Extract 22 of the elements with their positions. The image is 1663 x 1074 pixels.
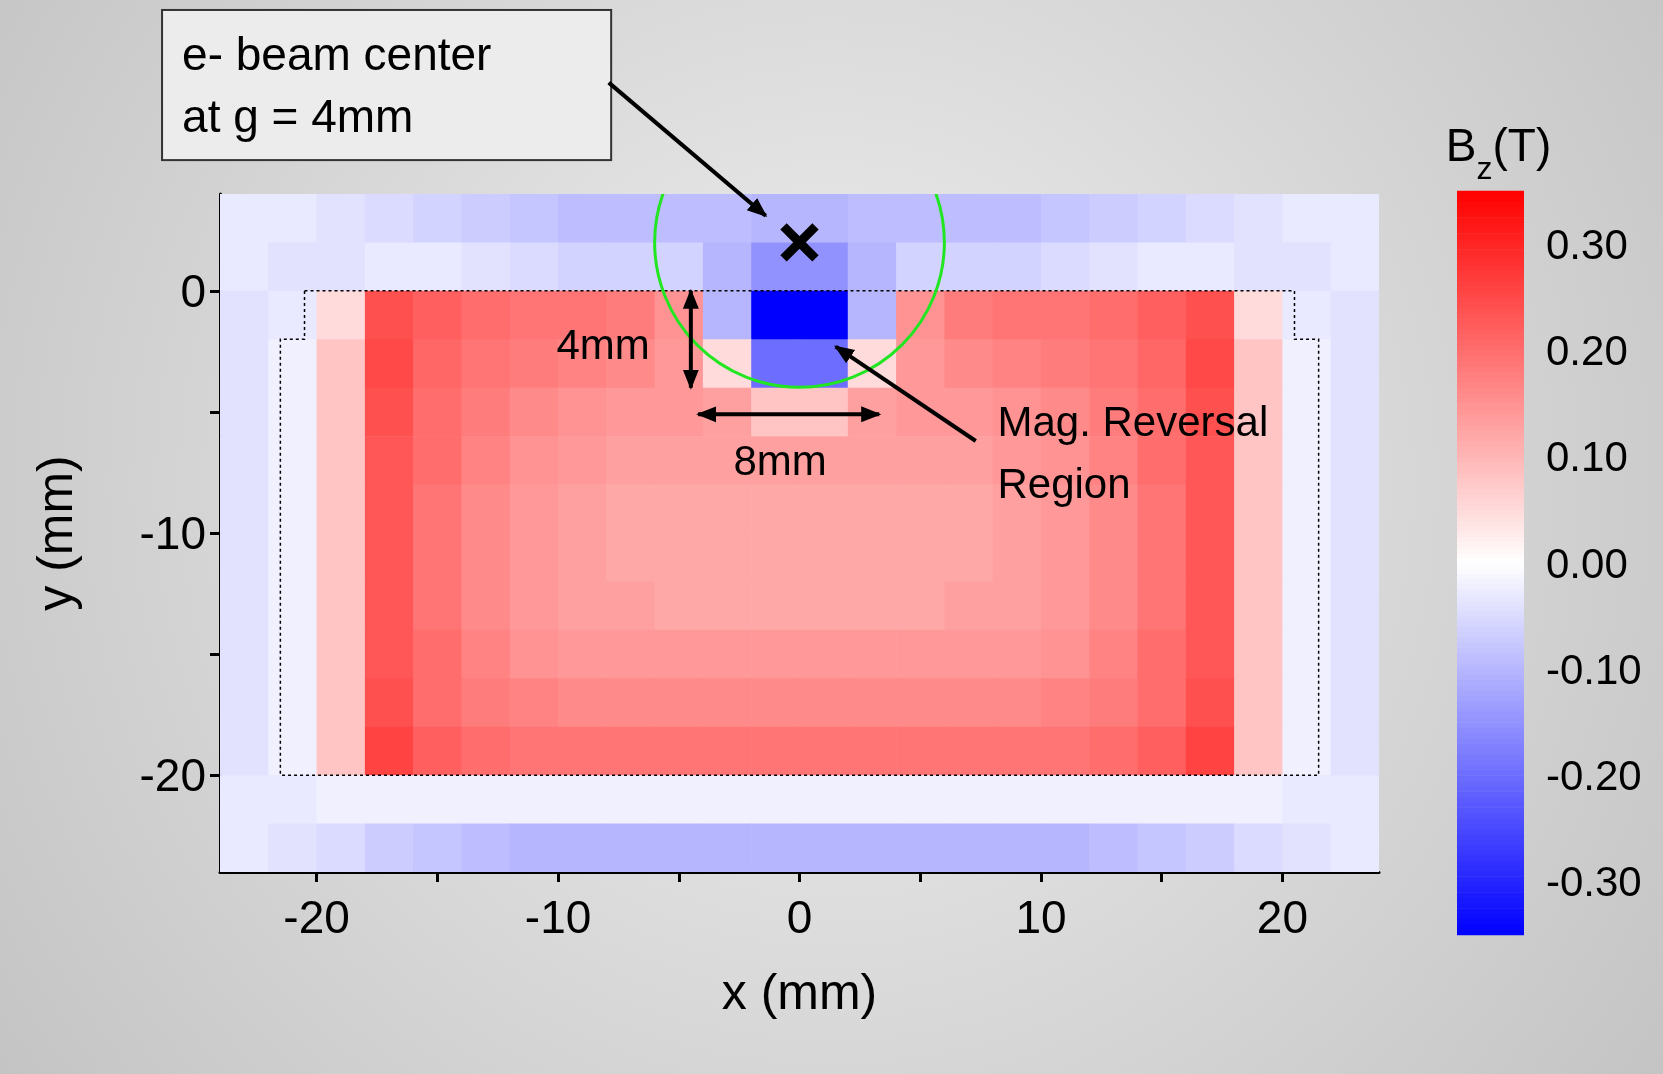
annotation: 8mm <box>733 436 827 484</box>
color-bar-label: -0.30 <box>1546 858 1642 906</box>
y-tick-label: -20 <box>139 749 206 802</box>
color-bar-label: -0.20 <box>1546 752 1642 800</box>
y-tick-label: 0 <box>180 264 206 317</box>
x-axis-title: x (mm) <box>721 964 878 1020</box>
annotation: 4mm <box>556 320 650 368</box>
x-tick-label: -20 <box>283 891 350 943</box>
x-tick-label: 20 <box>1256 891 1308 943</box>
annotation: Mag. Reversal Region <box>997 398 1269 508</box>
y-axis-title: y (mm) <box>27 455 83 611</box>
x-tick-label: 0 <box>786 891 813 943</box>
color-bar-label: -0.10 <box>1546 645 1642 693</box>
text: e- beam center at g = 4mm <box>182 27 492 142</box>
color-bar-title: B$_{z}$(T) <box>1445 119 1552 186</box>
color-bar-label: 0.10 <box>1546 433 1628 481</box>
x-tick-label: 10 <box>1015 891 1067 943</box>
x-tick-label: -10 <box>524 891 592 943</box>
color-bar-label: 0.20 <box>1546 326 1628 374</box>
color-bar-label: 0.00 <box>1546 539 1628 587</box>
y-tick-label: -10 <box>139 507 206 559</box>
color-bar-label: 0.30 <box>1546 220 1628 268</box>
